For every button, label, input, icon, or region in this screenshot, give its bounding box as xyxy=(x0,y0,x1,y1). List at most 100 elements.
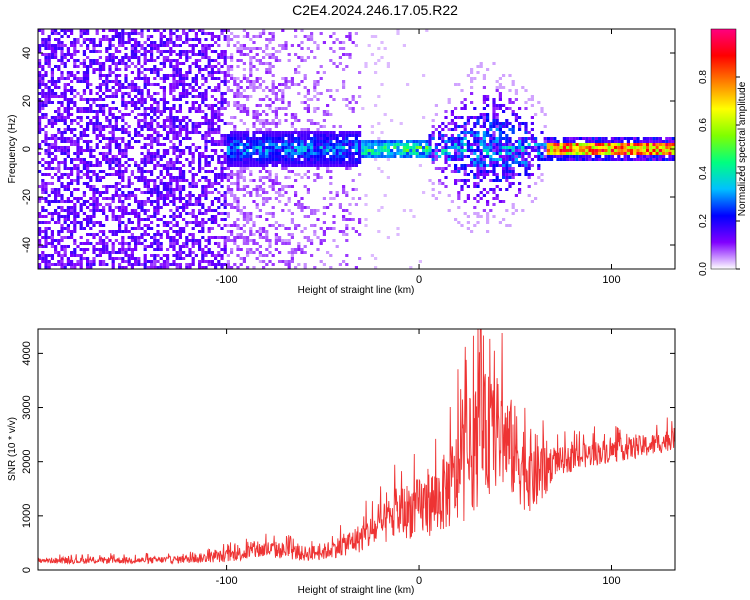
heatmap-cell xyxy=(146,227,150,230)
heatmap-cell xyxy=(265,230,269,233)
heatmap-cell xyxy=(607,152,611,155)
heatmap-cell xyxy=(57,179,61,182)
heatmap-cell xyxy=(111,128,115,131)
heatmap-cell xyxy=(118,158,122,161)
heatmap-cell xyxy=(274,152,278,155)
heatmap-cell xyxy=(79,221,83,224)
heatmap-cell xyxy=(92,197,96,200)
heatmap-cell xyxy=(178,134,182,137)
heatmap-cell xyxy=(236,179,240,182)
heatmap-cell xyxy=(351,107,355,110)
heatmap-cell xyxy=(79,149,83,152)
heatmap-cell xyxy=(332,146,336,149)
heatmap-cell xyxy=(620,140,624,143)
heatmap-cell xyxy=(246,80,250,83)
heatmap-cell xyxy=(262,143,266,146)
heatmap-cell xyxy=(150,116,154,119)
heatmap-cell xyxy=(406,152,410,155)
heatmap-cell xyxy=(41,197,45,200)
heatmap-cell xyxy=(47,62,51,65)
heatmap-cell xyxy=(143,248,147,251)
heatmap-cell xyxy=(191,236,195,239)
heatmap-cell xyxy=(134,239,138,242)
heatmap-cell xyxy=(127,65,131,68)
heatmap-cell xyxy=(482,176,486,179)
heatmap-cell xyxy=(476,161,480,164)
heatmap-cell xyxy=(130,191,134,194)
heatmap-cell xyxy=(214,71,218,74)
heatmap-cell xyxy=(156,92,160,95)
heatmap-cell xyxy=(188,146,192,149)
heatmap-cell xyxy=(121,203,125,206)
heatmap-cell xyxy=(377,140,381,143)
heatmap-cell xyxy=(354,134,358,137)
heatmap-cell xyxy=(345,191,349,194)
heatmap-cell xyxy=(502,110,506,113)
heatmap-cell xyxy=(79,254,83,257)
heatmap-cell xyxy=(431,134,435,137)
heatmap-cell xyxy=(466,221,470,224)
heatmap-cell xyxy=(214,89,218,92)
heatmap-cell xyxy=(38,131,42,134)
heatmap-cell xyxy=(185,41,189,44)
heatmap-cell xyxy=(95,116,99,119)
heatmap-cell xyxy=(162,29,166,32)
heatmap-cell xyxy=(89,152,93,155)
heatmap-cell xyxy=(578,146,582,149)
heatmap-cell xyxy=(150,242,154,245)
heatmap-cell xyxy=(207,134,211,137)
heatmap-cell xyxy=(268,56,272,59)
heatmap-cell xyxy=(473,176,477,179)
heatmap-cell xyxy=(242,131,246,134)
heatmap-cell xyxy=(166,74,170,77)
heatmap-cell xyxy=(278,149,282,152)
heatmap-cell xyxy=(319,65,323,68)
heatmap-cell xyxy=(287,152,291,155)
heatmap-cell xyxy=(178,245,182,248)
heatmap-cell xyxy=(236,131,240,134)
heatmap-cell xyxy=(255,77,259,80)
heatmap-cell xyxy=(636,149,640,152)
heatmap-cell xyxy=(169,131,173,134)
heatmap-cell xyxy=(351,197,355,200)
heatmap-cell xyxy=(482,140,486,143)
heatmap-cell xyxy=(556,143,560,146)
heatmap-cell xyxy=(105,197,109,200)
heatmap-cell xyxy=(246,128,250,131)
heatmap-cell xyxy=(313,149,317,152)
heatmap-cell xyxy=(358,95,362,98)
heatmap-cell xyxy=(226,167,230,170)
heatmap-cell xyxy=(422,149,426,152)
heatmap-cell xyxy=(137,134,141,137)
heatmap-cell xyxy=(172,95,176,98)
heatmap-cell xyxy=(511,80,515,83)
heatmap-cell xyxy=(495,164,499,167)
heatmap-cell xyxy=(166,248,170,251)
heatmap-cell xyxy=(258,155,262,158)
heatmap-cell xyxy=(169,200,173,203)
heatmap-cell xyxy=(300,203,304,206)
heatmap-cell xyxy=(188,248,192,251)
heatmap-cell xyxy=(63,83,67,86)
heatmap-cell xyxy=(127,140,131,143)
heatmap-cell xyxy=(143,86,147,89)
heatmap-cell xyxy=(178,170,182,173)
heatmap-cell xyxy=(217,242,221,245)
heatmap-cell xyxy=(166,185,170,188)
heatmap-cell xyxy=(156,68,160,71)
heatmap-cell xyxy=(47,47,51,50)
heatmap-cell xyxy=(518,140,522,143)
heatmap-cell xyxy=(201,191,205,194)
heatmap-cell xyxy=(290,221,294,224)
heatmap-cell xyxy=(92,173,96,176)
heatmap-cell xyxy=(210,95,214,98)
heatmap-cell xyxy=(156,212,160,215)
heatmap-cell xyxy=(358,233,362,236)
heatmap-cell xyxy=(492,101,496,104)
heatmap-cell xyxy=(530,98,534,101)
heatmap-cell xyxy=(358,152,362,155)
heatmap-cell xyxy=(226,146,230,149)
heatmap-cell xyxy=(482,149,486,152)
heatmap-cell xyxy=(198,71,202,74)
heatmap-cell xyxy=(466,227,470,230)
